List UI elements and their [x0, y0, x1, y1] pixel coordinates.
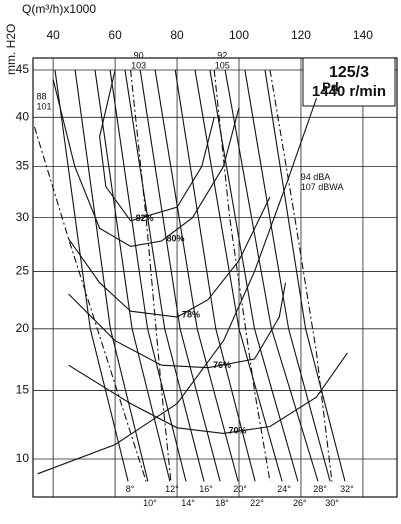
x-tick-label: 80 — [170, 28, 184, 42]
noise-label: 105 — [215, 60, 230, 70]
blade-curve — [94, 69, 171, 482]
efficiency-curve — [68, 282, 287, 369]
blade-curve — [109, 69, 187, 482]
y-tick-label: 25 — [16, 264, 30, 278]
x-axis-label: Q(m³/h)x1000 — [22, 2, 96, 16]
y-tick-label: 45 — [16, 62, 30, 76]
blade-curve — [139, 69, 221, 482]
x-tick-label: 60 — [108, 28, 122, 42]
noise-label: 107 dBWA — [301, 182, 344, 192]
efficiency-label: 80% — [167, 233, 185, 243]
efficiency-label: 76% — [213, 360, 231, 370]
blade-label: 8° — [126, 484, 135, 494]
y-tick-label: 35 — [16, 159, 30, 173]
chart-subtitle: 1440 r/min — [312, 83, 386, 100]
blade-label: 30° — [325, 498, 339, 508]
noise-curve — [130, 69, 172, 482]
blade-label: 22° — [250, 498, 264, 508]
plot-frame — [32, 57, 398, 498]
blade-label: 10° — [143, 498, 157, 508]
blade-label: 16° — [199, 484, 213, 494]
y-tick-label: 20 — [16, 321, 30, 335]
y-tick-label: 30 — [16, 210, 30, 224]
efficiency-label: 78% — [182, 309, 200, 319]
noise-curve — [213, 69, 271, 482]
x-tick-label: 100 — [229, 28, 249, 42]
pressure-label: Pd — [322, 80, 339, 95]
noise-curve — [33, 126, 147, 482]
blade-label: 20° — [233, 484, 247, 494]
chart-title: 125/3 — [329, 64, 369, 81]
noise-curve — [269, 69, 333, 482]
noise-label: 103 — [131, 60, 146, 70]
noise-label: 92 — [217, 50, 227, 60]
blade-label: 28° — [313, 484, 327, 494]
blade-curve — [174, 69, 256, 482]
y-axis-label: mm. H2O — [4, 24, 18, 75]
blade-curve — [264, 69, 346, 482]
efficiency-curve — [68, 352, 348, 434]
blade-curve — [209, 69, 299, 482]
blade-label: 12° — [165, 484, 179, 494]
blade-label: 18° — [215, 498, 229, 508]
blade-curve — [194, 69, 283, 482]
blade-label: 26° — [293, 498, 307, 508]
x-tick-label: 140 — [353, 28, 373, 42]
noise-label: 88 — [37, 91, 47, 101]
blade-curve — [124, 69, 205, 482]
blade-curve — [54, 69, 129, 482]
title-box — [302, 57, 396, 107]
y-tick-label: 40 — [16, 109, 30, 123]
blade-curve — [224, 69, 319, 482]
efficiency-label: 70% — [229, 426, 247, 436]
blade-label: 14° — [181, 498, 195, 508]
blade-curve — [154, 69, 239, 482]
y-tick-label: 15 — [16, 383, 30, 397]
blade-label: 24° — [277, 484, 291, 494]
x-tick-label: 40 — [46, 28, 60, 42]
noise-label: 94 dBA — [301, 172, 331, 182]
y-tick-label: 10 — [16, 451, 30, 465]
blade-label: 32° — [340, 484, 354, 494]
efficiency-curve — [68, 196, 271, 318]
noise-label: 90 — [134, 50, 144, 60]
efficiency-curve — [52, 79, 240, 247]
pressure-curve — [37, 98, 318, 475]
efficiency-label: 82% — [136, 213, 154, 223]
noise-label: 101 — [37, 101, 52, 111]
x-tick-label: 120 — [291, 28, 311, 42]
blade-curve — [244, 69, 331, 482]
efficiency-curve — [99, 69, 215, 222]
